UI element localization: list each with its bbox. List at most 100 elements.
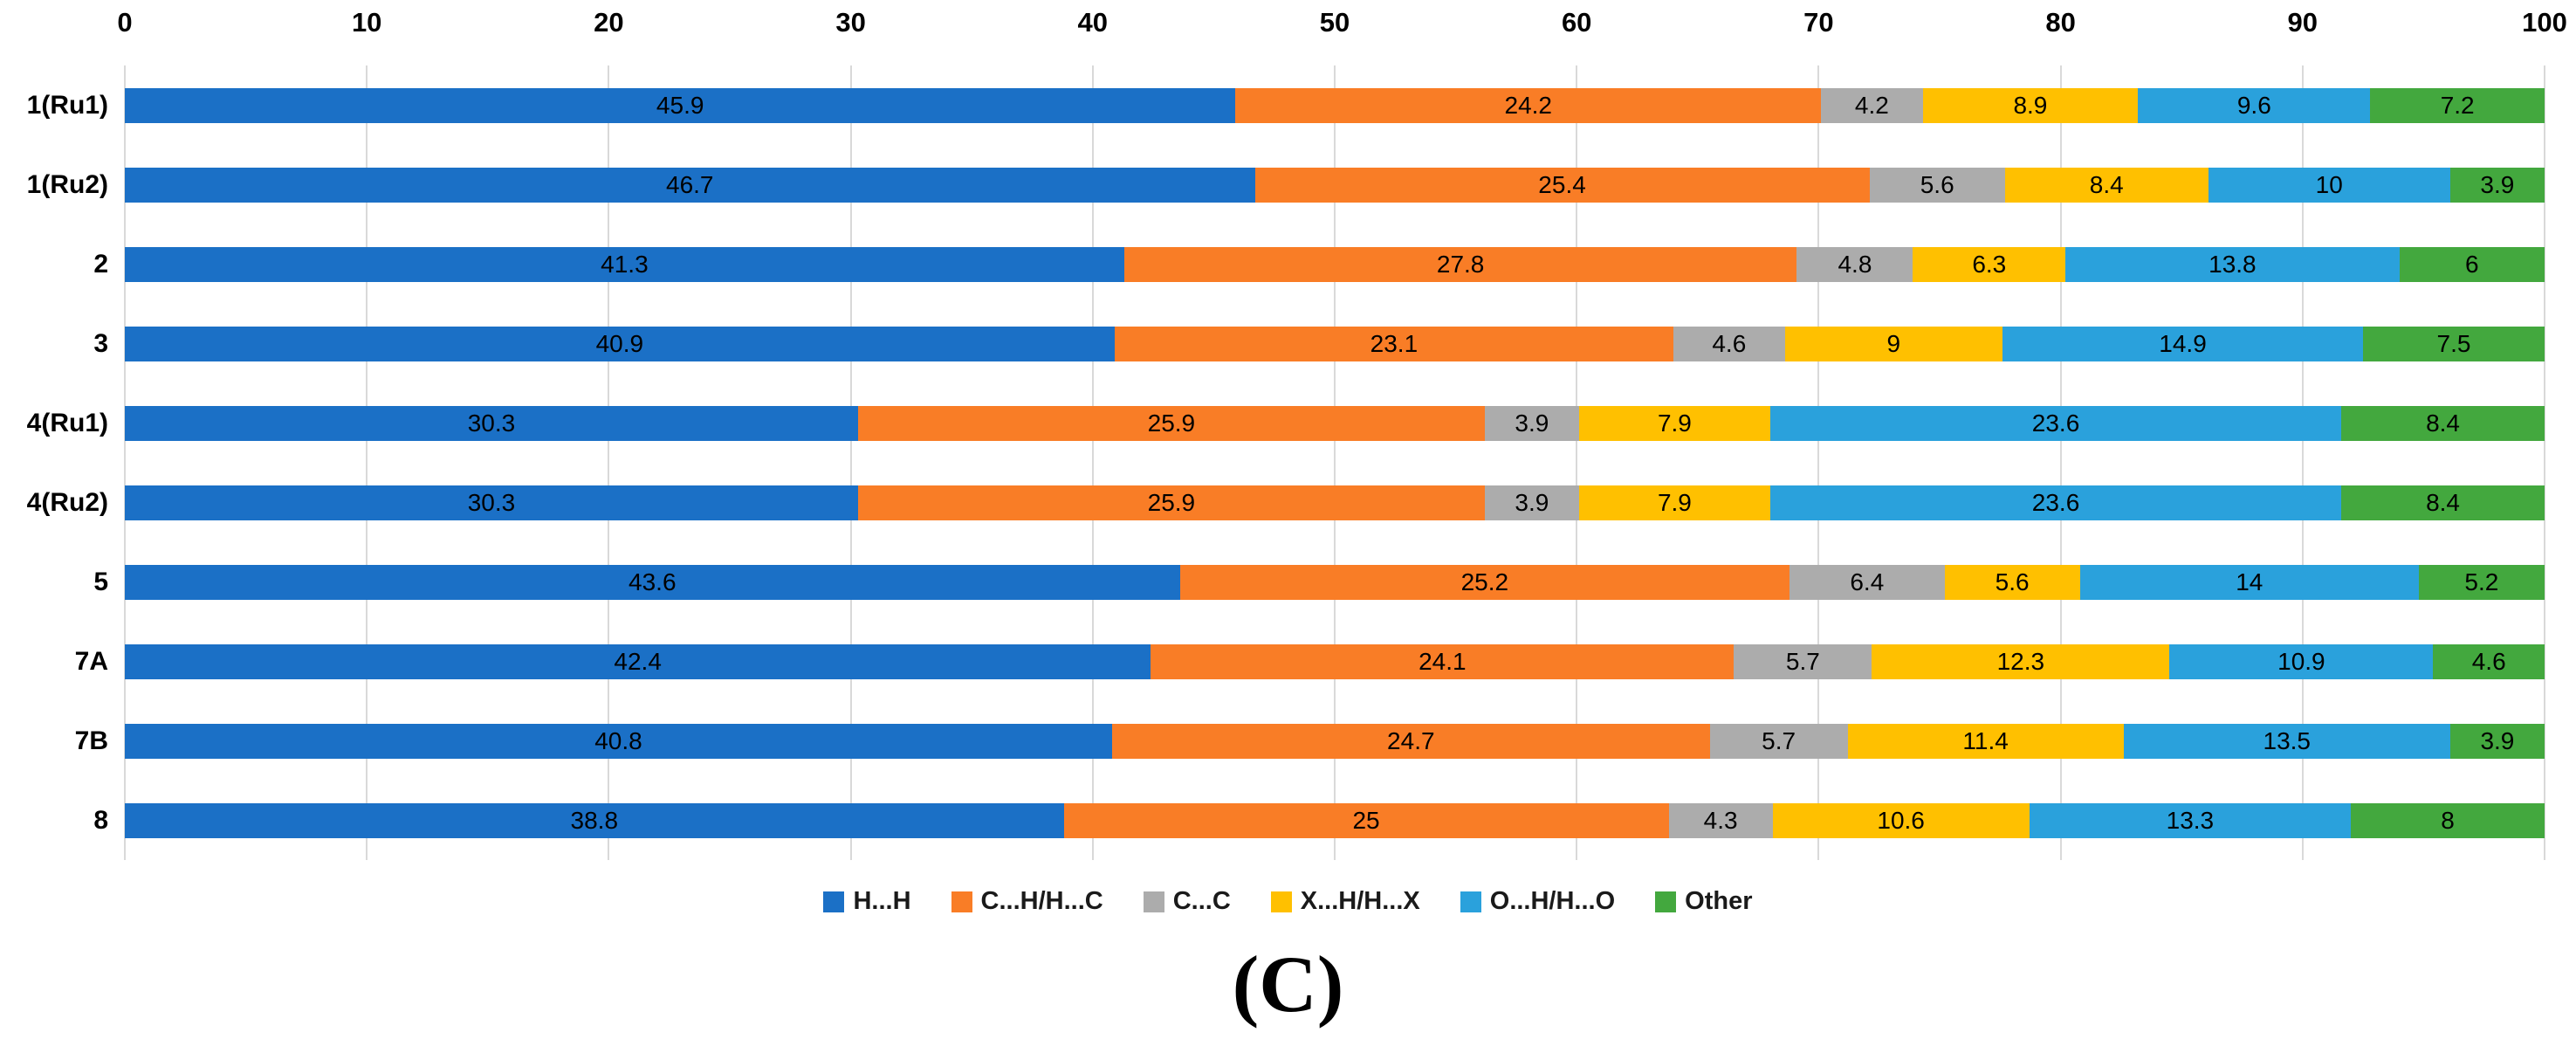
- bar-segment: 4.8: [1796, 246, 1913, 282]
- bar-segment: 7.2: [2370, 87, 2545, 123]
- segment-value-label: 5.7: [1762, 726, 1796, 754]
- segment-value-label: 43.6: [629, 568, 677, 595]
- bar-segment: 10.6: [1772, 802, 2030, 838]
- gridline: [2544, 65, 2545, 860]
- bar-segment: 5.6: [1944, 564, 2080, 600]
- category-label: 4(Ru2): [26, 487, 108, 517]
- bar-row: 30.3 25.9 3.9 7.9 23.6 8.4: [125, 405, 2545, 441]
- category-label: 1(Ru2): [26, 169, 108, 199]
- segment-value-label: 4.2: [1854, 91, 1889, 119]
- bar-segment: 23.6: [1769, 405, 2342, 441]
- legend-label: H...H: [853, 887, 911, 915]
- gridline: [2059, 65, 2062, 860]
- legend-label: Other: [1685, 887, 1753, 915]
- bar-segment: 8: [2351, 802, 2545, 838]
- segment-value-label: 7.9: [1657, 409, 1692, 437]
- segment-value-label: 6: [2465, 250, 2479, 278]
- segment-value-label: 4.6: [1712, 329, 1747, 357]
- legend-swatch-icon: [1143, 891, 1164, 912]
- bar-row: 38.8 25 4.3 10.6 13.3 8: [125, 802, 2545, 838]
- legend-item: C...C: [1143, 887, 1231, 916]
- segment-value-label: 10: [2315, 170, 2343, 198]
- segment-value-label: 40.8: [594, 726, 642, 754]
- bar-segment: 25: [1063, 802, 1669, 838]
- gridline: [608, 65, 610, 860]
- legend-item: X...H/H...X: [1270, 887, 1420, 916]
- category-label: 1(Ru1): [26, 90, 108, 120]
- bar-segment: 40.8: [125, 723, 1112, 759]
- segment-value-label: 9.6: [2236, 91, 2271, 119]
- segment-value-label: 3.9: [1515, 488, 1549, 516]
- segment-value-label: 25.4: [1538, 170, 1586, 198]
- legend-swatch-icon: [823, 891, 845, 912]
- legend-item: H...H: [823, 887, 911, 916]
- segment-value-label: 5.7: [1785, 647, 1820, 675]
- legend-swatch-icon: [1460, 891, 1481, 912]
- bar-row: 41.3 27.8 4.8 6.3 13.8 6: [125, 246, 2545, 282]
- bar-segment: 13.3: [2029, 802, 2352, 838]
- segment-value-label: 42.4: [614, 647, 662, 675]
- legend-swatch-icon: [1655, 891, 1677, 912]
- bar-segment: 25.4: [1254, 167, 1870, 203]
- legend-label: C...C: [1172, 887, 1231, 915]
- gridline: [1091, 65, 1094, 860]
- segment-value-label: 4.3: [1703, 806, 1738, 834]
- segment-value-label: 8.9: [2013, 91, 2048, 119]
- segment-value-label: 10.6: [1877, 806, 1925, 834]
- bar-segment: 5.7: [1709, 723, 1848, 759]
- gridline: [1334, 65, 1336, 860]
- bar-segment: 43.6: [125, 564, 1180, 600]
- segment-value-label: 13.3: [2166, 806, 2215, 834]
- bar-segment: 46.7: [125, 167, 1255, 203]
- bar-segment: 27.8: [1123, 246, 1797, 282]
- bar-segment: 4.3: [1668, 802, 1773, 838]
- legend: H...H C...H/H...C C...C X...H/H...X O...H/H.…: [0, 887, 2576, 916]
- segment-value-label: 23.6: [2031, 409, 2080, 437]
- segment-value-label: 13.5: [2263, 726, 2312, 754]
- bar-row: 43.6 25.2 6.4 5.6 14 5.2: [125, 564, 2545, 600]
- segment-value-label: 14.9: [2159, 329, 2207, 357]
- bar-segment: 14.9: [2002, 326, 2364, 361]
- bar-segment: 6.4: [1789, 564, 1945, 600]
- segment-value-label: 4.6: [2471, 647, 2506, 675]
- gridline: [2301, 65, 2304, 860]
- bar-segment: 13.5: [2123, 723, 2450, 759]
- segment-value-label: 27.8: [1436, 250, 1485, 278]
- bar-segment: 24.1: [1151, 644, 1735, 679]
- gridline: [1817, 65, 1820, 860]
- segment-value-label: 9: [1886, 329, 1901, 357]
- bar-segment: 5.7: [1734, 644, 1872, 679]
- segment-value-label: 30.3: [467, 409, 516, 437]
- bar-segment: 4.6: [1673, 326, 1785, 361]
- segment-value-label: 45.9: [656, 91, 704, 119]
- gridline: [1576, 65, 1578, 860]
- segment-value-label: 24.1: [1419, 647, 1467, 675]
- segment-value-label: 3.9: [2480, 726, 2515, 754]
- bar-segment: 25.2: [1179, 564, 1790, 600]
- bar-segment: 14: [2079, 564, 2419, 600]
- segment-value-label: 6.3: [1972, 250, 2007, 278]
- bar-segment: 3.9: [2449, 723, 2545, 759]
- figure-caption-label: (C): [1232, 939, 1344, 1029]
- bar-segment: 3.9: [2449, 167, 2545, 203]
- segment-value-label: 24.2: [1504, 91, 1553, 119]
- bar-segment: 5.2: [2418, 564, 2545, 600]
- x-tick-label: 0: [117, 7, 133, 38]
- x-tick-label: 70: [1803, 7, 1834, 38]
- bar-segment: 40.9: [125, 326, 1115, 361]
- x-tick-label: 60: [1561, 7, 1592, 38]
- segment-value-label: 23.1: [1370, 329, 1419, 357]
- segment-value-label: 13.8: [2208, 250, 2257, 278]
- gridline: [366, 65, 368, 860]
- x-axis: 0 10 20 30 40 50 60 70 80 90 100: [117, 7, 2566, 44]
- bar-row: 46.7 25.4 5.6 8.4 10 3.9: [125, 167, 2545, 203]
- bar-segment: 25.9: [857, 405, 1485, 441]
- bar-row: 30.3 25.9 3.9 7.9 23.6 8.4: [125, 485, 2545, 520]
- bar-segment: 38.8: [125, 802, 1064, 838]
- segment-value-label: 24.7: [1387, 726, 1435, 754]
- category-label: 8: [93, 805, 108, 835]
- bar-segment: 30.3: [125, 405, 858, 441]
- segment-value-label: 10.9: [2277, 647, 2325, 675]
- segment-value-label: 8.4: [2426, 409, 2460, 437]
- bar-segment: 12.3: [1872, 644, 2170, 679]
